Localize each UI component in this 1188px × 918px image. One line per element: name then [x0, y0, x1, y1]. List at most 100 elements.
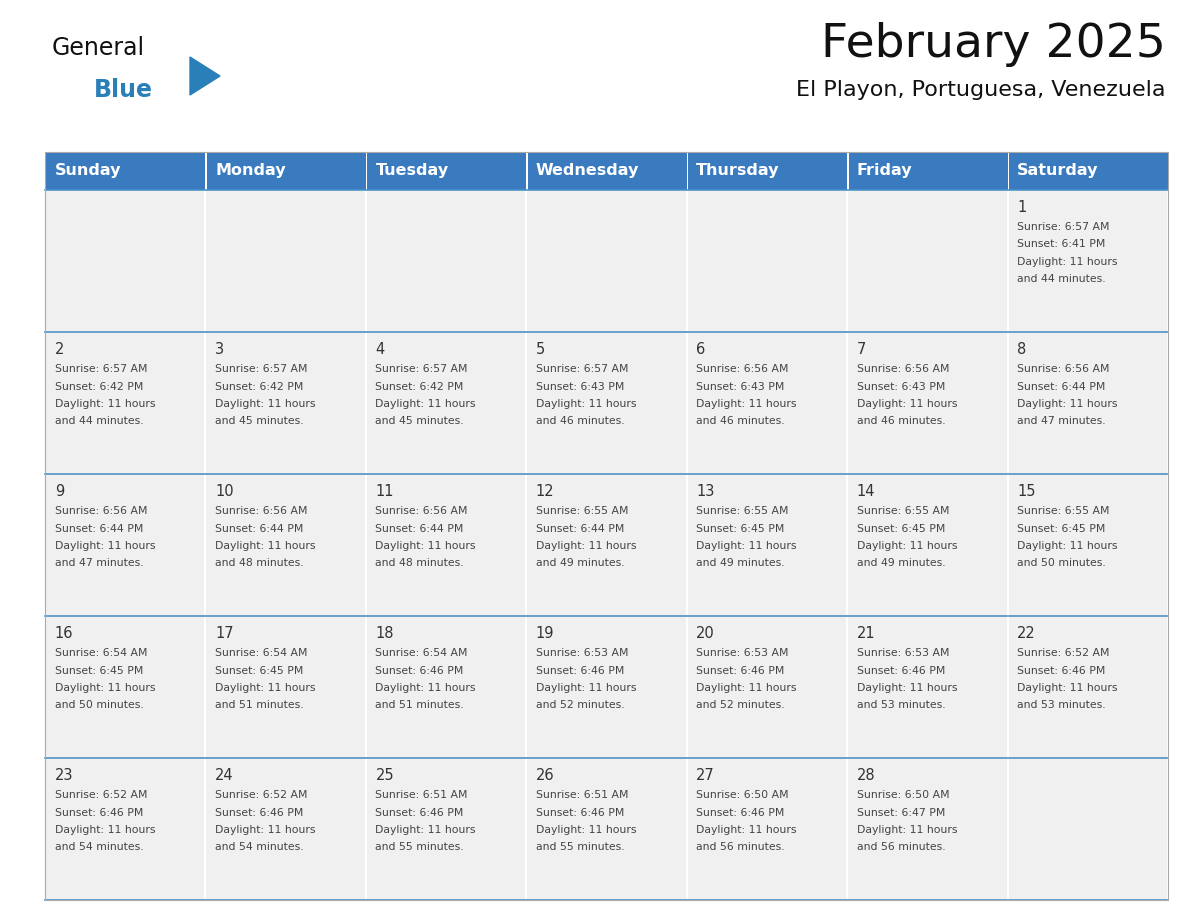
- Text: Daylight: 11 hours: Daylight: 11 hours: [536, 683, 637, 693]
- Bar: [45, 190, 206, 332]
- Bar: [526, 616, 687, 758]
- Text: and 44 minutes.: and 44 minutes.: [55, 417, 144, 427]
- Text: Sunset: 6:46 PM: Sunset: 6:46 PM: [375, 808, 463, 818]
- Text: 21: 21: [857, 626, 876, 641]
- Text: 22: 22: [1017, 626, 1036, 641]
- Text: 19: 19: [536, 626, 555, 641]
- Text: and 54 minutes.: and 54 minutes.: [55, 843, 144, 853]
- Text: Blue: Blue: [94, 78, 153, 102]
- Bar: [687, 616, 847, 758]
- Text: 24: 24: [215, 768, 234, 783]
- Bar: [687, 758, 847, 900]
- Text: and 50 minutes.: and 50 minutes.: [55, 700, 144, 711]
- Bar: [1007, 474, 1168, 616]
- Text: Sunset: 6:46 PM: Sunset: 6:46 PM: [375, 666, 463, 676]
- Text: Sunset: 6:44 PM: Sunset: 6:44 PM: [536, 523, 624, 533]
- Bar: [1007, 190, 1168, 332]
- Text: Sunset: 6:42 PM: Sunset: 6:42 PM: [375, 382, 463, 391]
- Bar: [847, 190, 1007, 332]
- Text: Daylight: 11 hours: Daylight: 11 hours: [696, 399, 797, 409]
- Text: and 45 minutes.: and 45 minutes.: [215, 417, 304, 427]
- Text: and 51 minutes.: and 51 minutes.: [215, 700, 304, 711]
- Text: Sunset: 6:45 PM: Sunset: 6:45 PM: [857, 523, 946, 533]
- Text: Daylight: 11 hours: Daylight: 11 hours: [857, 683, 958, 693]
- Text: and 56 minutes.: and 56 minutes.: [696, 843, 785, 853]
- Text: and 52 minutes.: and 52 minutes.: [696, 700, 785, 711]
- Text: Sunrise: 6:56 AM: Sunrise: 6:56 AM: [1017, 364, 1110, 374]
- Bar: [1007, 152, 1009, 190]
- Bar: [366, 152, 526, 190]
- Bar: [1007, 332, 1168, 474]
- Text: and 54 minutes.: and 54 minutes.: [215, 843, 304, 853]
- Bar: [366, 152, 367, 190]
- Text: and 51 minutes.: and 51 minutes.: [375, 700, 465, 711]
- Text: 8: 8: [1017, 342, 1026, 357]
- Text: Sunset: 6:44 PM: Sunset: 6:44 PM: [215, 523, 303, 533]
- Text: Sunset: 6:46 PM: Sunset: 6:46 PM: [215, 808, 303, 818]
- Text: Daylight: 11 hours: Daylight: 11 hours: [375, 683, 476, 693]
- Text: 5: 5: [536, 342, 545, 357]
- Bar: [206, 152, 207, 190]
- Text: 26: 26: [536, 768, 555, 783]
- Text: 18: 18: [375, 626, 394, 641]
- Text: Sunrise: 6:51 AM: Sunrise: 6:51 AM: [536, 790, 628, 800]
- Bar: [687, 190, 847, 332]
- Text: Sunrise: 6:53 AM: Sunrise: 6:53 AM: [857, 648, 949, 658]
- Text: Daylight: 11 hours: Daylight: 11 hours: [375, 541, 476, 551]
- Text: Sunset: 6:45 PM: Sunset: 6:45 PM: [55, 666, 143, 676]
- Bar: [366, 332, 526, 474]
- Bar: [366, 190, 526, 332]
- Text: Sunrise: 6:52 AM: Sunrise: 6:52 AM: [55, 790, 147, 800]
- Text: 1: 1: [1017, 200, 1026, 215]
- Text: Sunrise: 6:50 AM: Sunrise: 6:50 AM: [696, 790, 789, 800]
- Text: Sunset: 6:44 PM: Sunset: 6:44 PM: [1017, 382, 1106, 391]
- Bar: [45, 152, 206, 190]
- Text: Sunset: 6:43 PM: Sunset: 6:43 PM: [857, 382, 946, 391]
- Text: Sunset: 6:46 PM: Sunset: 6:46 PM: [55, 808, 143, 818]
- Text: Daylight: 11 hours: Daylight: 11 hours: [696, 541, 797, 551]
- Text: Daylight: 11 hours: Daylight: 11 hours: [55, 399, 156, 409]
- Text: 4: 4: [375, 342, 385, 357]
- Text: Daylight: 11 hours: Daylight: 11 hours: [1017, 541, 1118, 551]
- Text: Sunrise: 6:56 AM: Sunrise: 6:56 AM: [696, 364, 789, 374]
- Text: and 48 minutes.: and 48 minutes.: [215, 558, 304, 568]
- Bar: [1007, 152, 1168, 190]
- Text: and 49 minutes.: and 49 minutes.: [536, 558, 625, 568]
- Bar: [847, 758, 1007, 900]
- Text: Wednesday: Wednesday: [536, 163, 639, 178]
- Text: Sunrise: 6:54 AM: Sunrise: 6:54 AM: [375, 648, 468, 658]
- Bar: [687, 152, 688, 190]
- Text: Thursday: Thursday: [696, 163, 779, 178]
- Text: Daylight: 11 hours: Daylight: 11 hours: [215, 825, 316, 835]
- Text: Daylight: 11 hours: Daylight: 11 hours: [536, 399, 637, 409]
- Bar: [847, 332, 1007, 474]
- Text: and 44 minutes.: and 44 minutes.: [1017, 274, 1106, 285]
- Text: Daylight: 11 hours: Daylight: 11 hours: [536, 825, 637, 835]
- Text: and 50 minutes.: and 50 minutes.: [1017, 558, 1106, 568]
- Text: 11: 11: [375, 484, 394, 499]
- Text: Daylight: 11 hours: Daylight: 11 hours: [1017, 399, 1118, 409]
- Text: Daylight: 11 hours: Daylight: 11 hours: [857, 825, 958, 835]
- Bar: [526, 152, 687, 190]
- Text: Sunset: 6:46 PM: Sunset: 6:46 PM: [696, 666, 785, 676]
- Text: 10: 10: [215, 484, 234, 499]
- Text: 25: 25: [375, 768, 394, 783]
- Text: Sunrise: 6:53 AM: Sunrise: 6:53 AM: [536, 648, 628, 658]
- Text: 23: 23: [55, 768, 74, 783]
- Bar: [526, 474, 687, 616]
- Text: Sunrise: 6:55 AM: Sunrise: 6:55 AM: [857, 506, 949, 516]
- Text: Daylight: 11 hours: Daylight: 11 hours: [857, 399, 958, 409]
- Text: Sunrise: 6:54 AM: Sunrise: 6:54 AM: [55, 648, 147, 658]
- Text: Sunrise: 6:51 AM: Sunrise: 6:51 AM: [375, 790, 468, 800]
- Text: 27: 27: [696, 768, 715, 783]
- Text: Sunset: 6:42 PM: Sunset: 6:42 PM: [55, 382, 143, 391]
- Text: Sunrise: 6:57 AM: Sunrise: 6:57 AM: [55, 364, 147, 374]
- Bar: [45, 474, 206, 616]
- Text: Sunset: 6:45 PM: Sunset: 6:45 PM: [215, 666, 303, 676]
- Text: Sunset: 6:44 PM: Sunset: 6:44 PM: [375, 523, 463, 533]
- Text: and 53 minutes.: and 53 minutes.: [857, 700, 946, 711]
- Text: El Playon, Portuguesa, Venezuela: El Playon, Portuguesa, Venezuela: [796, 80, 1165, 100]
- Text: and 47 minutes.: and 47 minutes.: [55, 558, 144, 568]
- Text: Sunrise: 6:52 AM: Sunrise: 6:52 AM: [1017, 648, 1110, 658]
- Text: Daylight: 11 hours: Daylight: 11 hours: [696, 825, 797, 835]
